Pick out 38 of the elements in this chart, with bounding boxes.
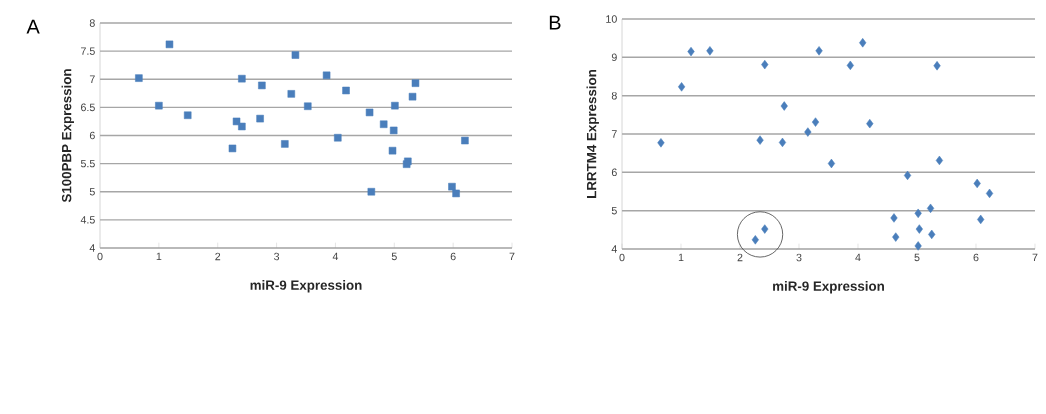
y-tick-label: 4.5 <box>80 216 95 224</box>
chart-title: A <box>26 19 40 34</box>
x-tick-label: 7 <box>509 252 515 261</box>
x-tick-label: 0 <box>97 252 103 261</box>
x-tick-label: 7 <box>1032 253 1038 262</box>
x-tick-label: 5 <box>391 252 397 261</box>
y-tick-label: 4 <box>89 244 95 252</box>
x-tick-label: 2 <box>737 253 743 262</box>
x-tick-label: 6 <box>973 253 979 262</box>
x-tick-label: 3 <box>796 253 802 262</box>
x-tick-label: 5 <box>914 253 920 262</box>
y-tick-label: 5.5 <box>80 159 95 168</box>
y-tick-label: 5 <box>89 188 95 196</box>
x-tick-label: 0 <box>619 253 625 262</box>
x-tick-label: 4 <box>332 252 339 261</box>
chart-title: B <box>549 15 561 30</box>
x-tick-label: 4 <box>855 253 861 262</box>
y-tick-label: 5 <box>611 206 617 215</box>
x-tick-label: 1 <box>678 253 684 262</box>
y-axis-title: LRRTM4 Expression <box>586 70 599 198</box>
y-tick-label: 6.5 <box>81 103 95 112</box>
x-axis-title: miR-9 Expression <box>250 280 362 293</box>
x-tick-label: 1 <box>156 252 162 261</box>
y-tick-label: 6 <box>89 131 95 140</box>
x-tick-label: 3 <box>274 252 280 261</box>
y-tick-label: 8 <box>611 91 617 100</box>
y-tick-label: 7.5 <box>81 47 95 55</box>
y-tick-label: 6 <box>611 168 617 177</box>
y-axis-title: S100PBP Expression <box>61 69 74 203</box>
y-tick-label: 10 <box>606 15 617 23</box>
x-tick-label: 2 <box>215 252 221 261</box>
y-tick-label: 9 <box>611 53 617 62</box>
y-tick-label: 7 <box>611 130 617 138</box>
x-tick-label: 6 <box>450 252 456 261</box>
y-tick-label: 4 <box>611 245 617 253</box>
y-tick-label: 7 <box>89 75 95 83</box>
x-axis-title: miR-9 Expression <box>773 281 884 294</box>
y-tick-label: 8 <box>89 19 95 27</box>
